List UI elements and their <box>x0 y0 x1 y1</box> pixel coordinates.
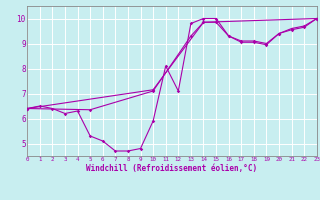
X-axis label: Windchill (Refroidissement éolien,°C): Windchill (Refroidissement éolien,°C) <box>86 164 258 173</box>
